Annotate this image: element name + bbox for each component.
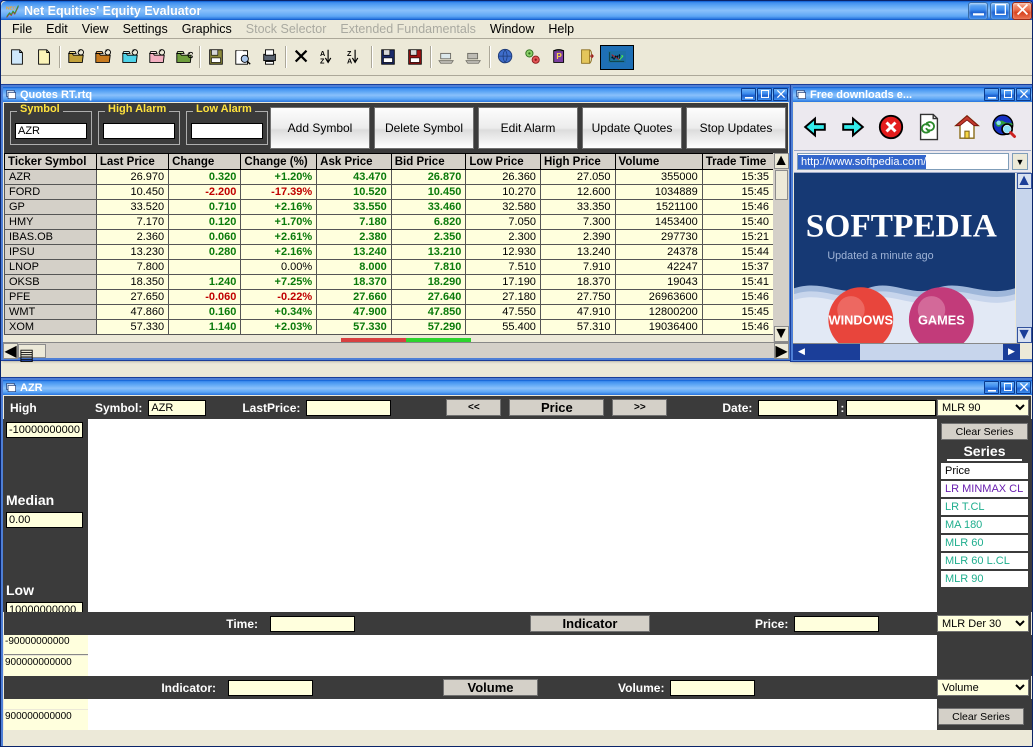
svg-text:NEC: NEC xyxy=(6,5,17,11)
svg-text:GAMES: GAMES xyxy=(918,312,965,327)
svg-text:A: A xyxy=(347,56,352,65)
svg-text:Z: Z xyxy=(320,56,325,65)
svg-text:P: P xyxy=(556,52,562,61)
svg-text:Updated a minute ago: Updated a minute ago xyxy=(827,250,933,262)
svg-text:WINDOWS: WINDOWS xyxy=(829,312,893,327)
svg-text:SOFTPEDIA: SOFTPEDIA xyxy=(806,208,997,245)
